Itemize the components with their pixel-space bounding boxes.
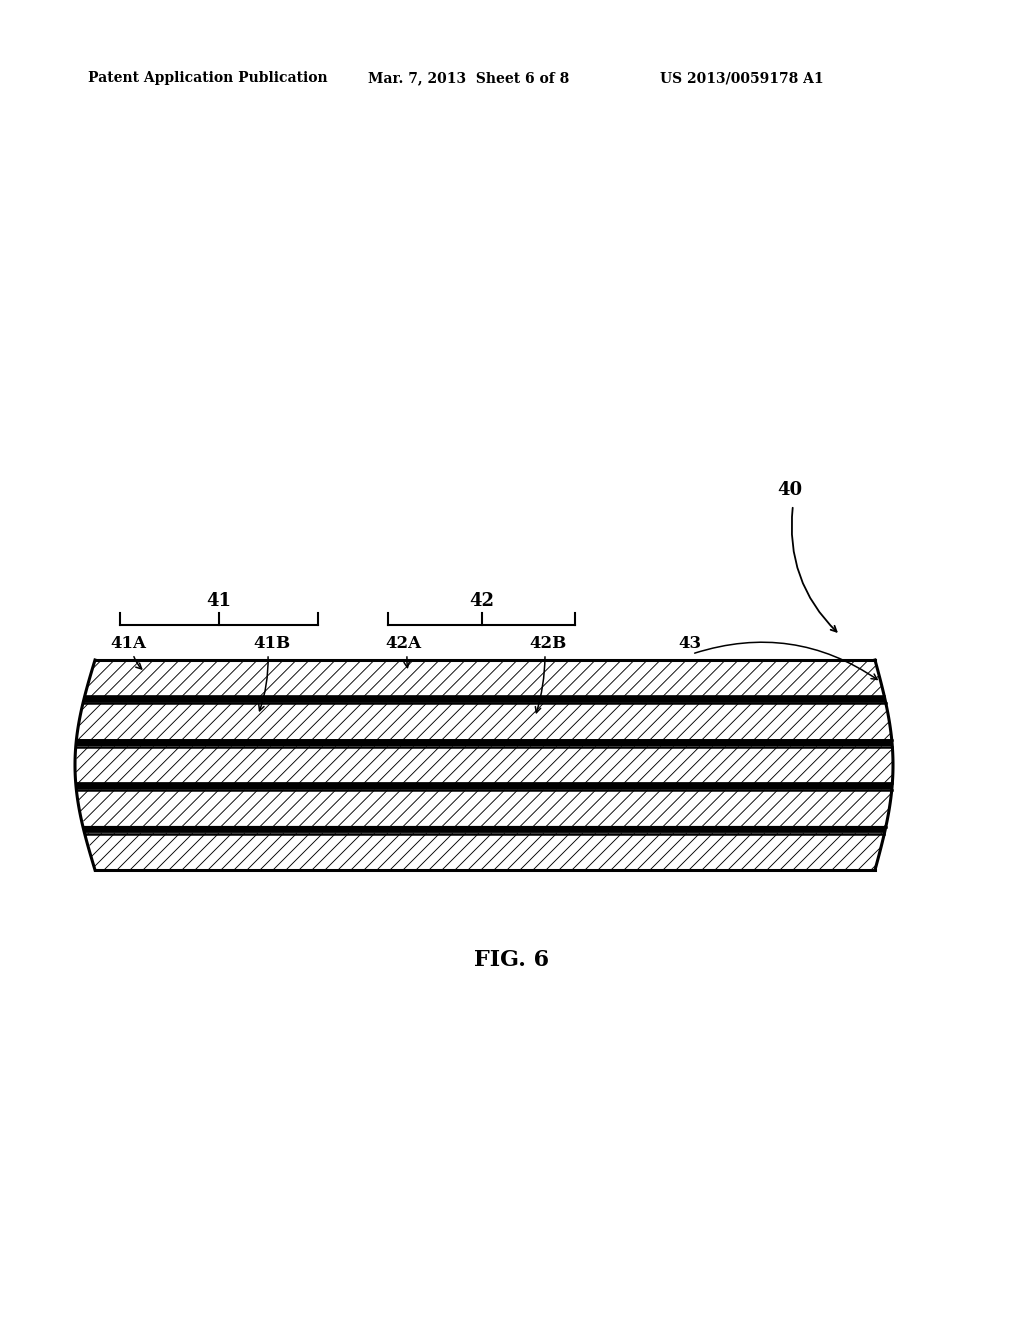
Polygon shape — [75, 747, 893, 783]
Text: 42A: 42A — [385, 635, 421, 652]
Text: Mar. 7, 2013  Sheet 6 of 8: Mar. 7, 2013 Sheet 6 of 8 — [368, 71, 569, 84]
Text: US 2013/0059178 A1: US 2013/0059178 A1 — [660, 71, 823, 84]
Text: 41A: 41A — [110, 635, 146, 652]
Text: 41B: 41B — [253, 635, 291, 652]
Text: 42B: 42B — [529, 635, 566, 652]
Polygon shape — [76, 739, 892, 747]
Polygon shape — [77, 791, 892, 826]
Text: 40: 40 — [777, 480, 803, 499]
Text: Patent Application Publication: Patent Application Publication — [88, 71, 328, 84]
Polygon shape — [83, 697, 886, 704]
Text: FIG. 6: FIG. 6 — [474, 949, 550, 972]
Polygon shape — [83, 826, 886, 834]
Text: 43: 43 — [679, 635, 701, 652]
Text: 41: 41 — [207, 591, 231, 610]
Polygon shape — [85, 834, 885, 870]
Polygon shape — [77, 704, 892, 739]
Text: 42: 42 — [469, 591, 494, 610]
Polygon shape — [76, 783, 892, 791]
Polygon shape — [85, 660, 885, 697]
